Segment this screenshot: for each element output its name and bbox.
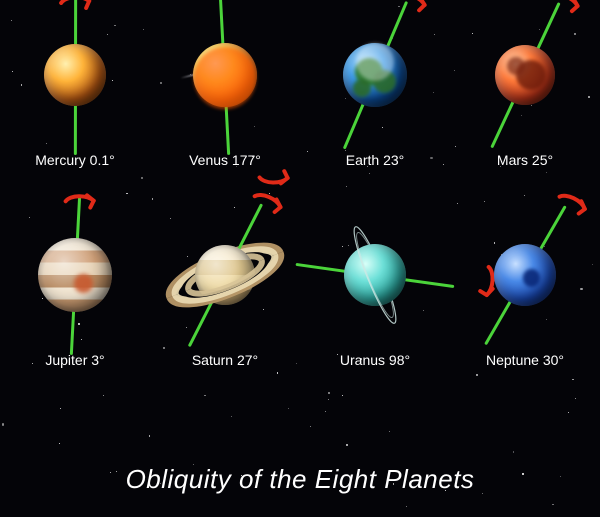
planet-label: Jupiter 3° bbox=[45, 352, 104, 368]
planet-label: Saturn 27° bbox=[192, 352, 258, 368]
planet-sphere bbox=[38, 238, 112, 312]
spin-arrow-icon bbox=[537, 0, 590, 27]
planet-sphere bbox=[344, 244, 406, 306]
planet-sphere bbox=[495, 45, 555, 105]
planet-graphic bbox=[300, 200, 450, 350]
planet-graphic bbox=[0, 200, 150, 350]
planet-sphere bbox=[195, 245, 255, 305]
planet-label: Mars 25° bbox=[497, 152, 553, 168]
planet-graphic bbox=[150, 0, 300, 150]
planet-cell-neptune: Neptune 30° bbox=[450, 200, 600, 400]
diagram-title: Obliquity of the Eight Planets bbox=[0, 464, 600, 495]
planet-graphic bbox=[450, 0, 600, 150]
planet-sphere bbox=[343, 43, 407, 107]
spin-arrow-icon bbox=[384, 0, 437, 26]
planet-label: Venus 177° bbox=[189, 152, 261, 168]
planet-sphere bbox=[494, 244, 556, 306]
planet-graphic bbox=[300, 0, 450, 150]
obliquity-diagram: Mercury 0.1° Venus 177° Earth 23° Mars 2… bbox=[0, 0, 600, 517]
planet-grid: Mercury 0.1° Venus 177° Earth 23° Mars 2… bbox=[0, 0, 600, 400]
planet-graphic bbox=[450, 200, 600, 350]
planet-label: Earth 23° bbox=[346, 152, 405, 168]
planet-sphere bbox=[193, 43, 257, 107]
planet-graphic bbox=[150, 200, 300, 350]
planet-cell-mars: Mars 25° bbox=[450, 0, 600, 200]
planet-sphere bbox=[44, 44, 106, 106]
planet-label: Uranus 98° bbox=[340, 352, 410, 368]
planet-cell-venus: Venus 177° bbox=[150, 0, 300, 200]
planet-cell-earth: Earth 23° bbox=[300, 0, 450, 200]
planet-cell-saturn: Saturn 27° bbox=[150, 200, 300, 400]
planet-cell-uranus: Uranus 98° bbox=[300, 200, 450, 400]
planet-graphic bbox=[0, 0, 150, 150]
planet-cell-mercury: Mercury 0.1° bbox=[0, 0, 150, 200]
planet-cell-jupiter: Jupiter 3° bbox=[0, 200, 150, 400]
planet-label: Neptune 30° bbox=[486, 352, 564, 368]
